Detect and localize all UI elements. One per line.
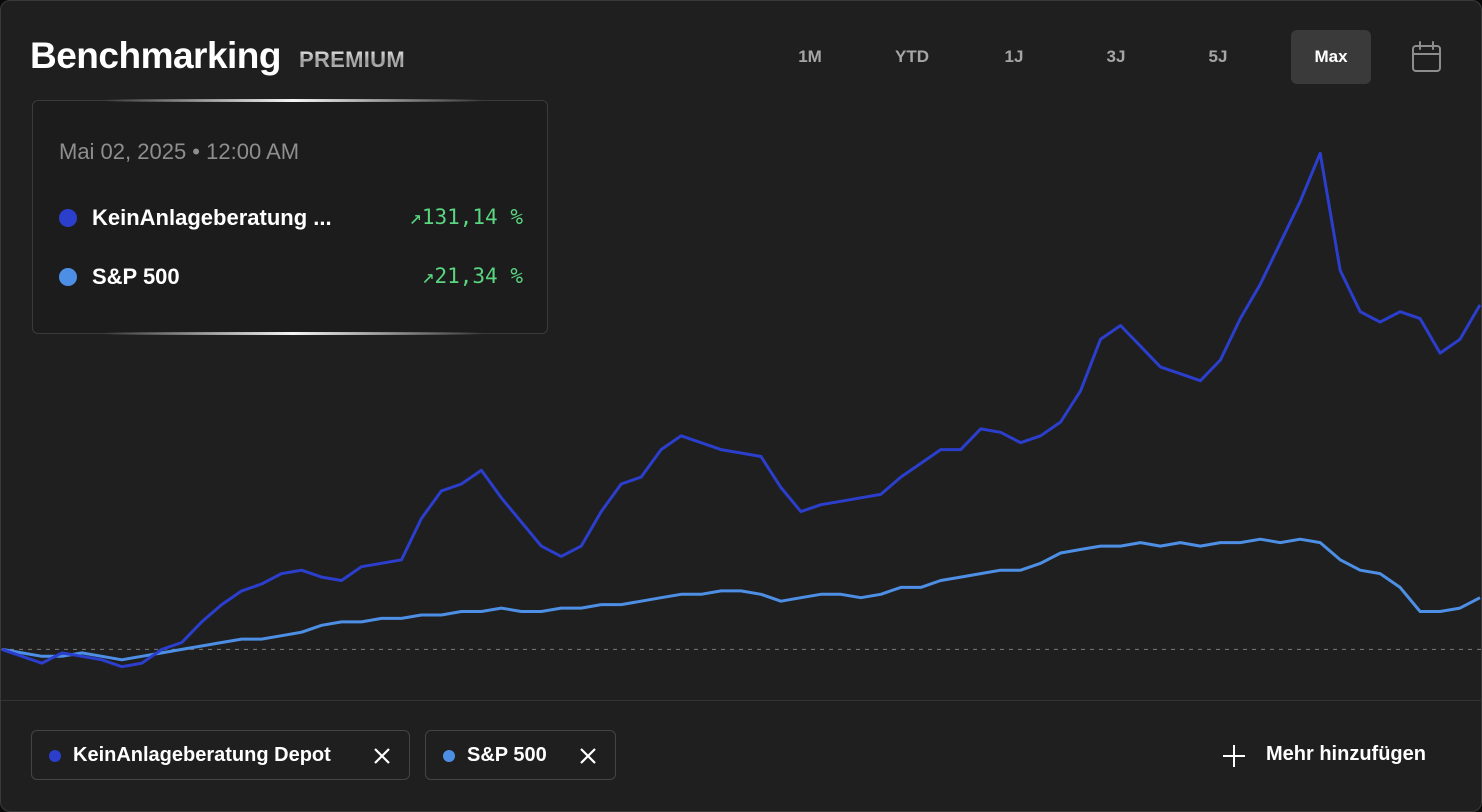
add-benchmark-label: Mehr hinzufügen <box>1266 743 1426 765</box>
chart-tooltip: Mai 02, 2025 • 12:00 AM KeinAnlageberatu… <box>32 99 548 335</box>
tooltip-glow-top <box>103 99 483 102</box>
tooltip-date: Mai 02, 2025 • 12:00 AM <box>59 139 300 164</box>
depot-dot-icon <box>49 750 61 762</box>
premium-badge: PREMIUM <box>299 47 405 72</box>
chip-label: S&P 500 <box>467 744 547 766</box>
range-ytd[interactable]: YTD <box>895 47 929 66</box>
range-1j[interactable]: 1J <box>1004 47 1024 66</box>
legend-chip-depot[interactable]: KeinAnlageberatung Depot <box>31 730 410 780</box>
page-title: Benchmarking <box>30 35 282 76</box>
legend-chip-sp500[interactable]: S&P 500 <box>425 730 616 780</box>
tooltip-series-name: S&P 500 <box>92 264 180 289</box>
divider <box>1 700 1481 701</box>
performance-chart <box>1 151 1481 669</box>
close-icon[interactable] <box>578 746 598 766</box>
tooltip-series-value: ↗131,14 % <box>409 205 523 229</box>
tooltip-glow-bottom <box>103 332 483 335</box>
chip-label: KeinAnlageberatung Depot <box>73 744 331 766</box>
sp500-dot-icon <box>59 268 77 286</box>
tooltip-series-value: ↗21,34 % <box>421 264 523 288</box>
calendar-icon[interactable] <box>1407 39 1447 77</box>
range-max[interactable]: Max <box>1291 30 1371 84</box>
range-3j[interactable]: 3J <box>1106 47 1126 66</box>
sp500-dot-icon <box>443 750 455 762</box>
range-5j[interactable]: 5J <box>1208 47 1228 66</box>
depot-dot-icon <box>59 209 77 227</box>
series-line-sp500 <box>1 537 1481 662</box>
plus-icon <box>1223 745 1245 767</box>
tooltip-row-depot: KeinAnlageberatung ... ↗131,14 % <box>59 203 523 233</box>
close-icon[interactable] <box>372 746 392 766</box>
data-points <box>1 153 1481 667</box>
tooltip-row-sp500: S&P 500 ↗21,34 % <box>59 262 523 292</box>
tooltip-series-name: KeinAnlageberatung ... <box>92 205 332 230</box>
range-1m[interactable]: 1M <box>798 47 822 66</box>
